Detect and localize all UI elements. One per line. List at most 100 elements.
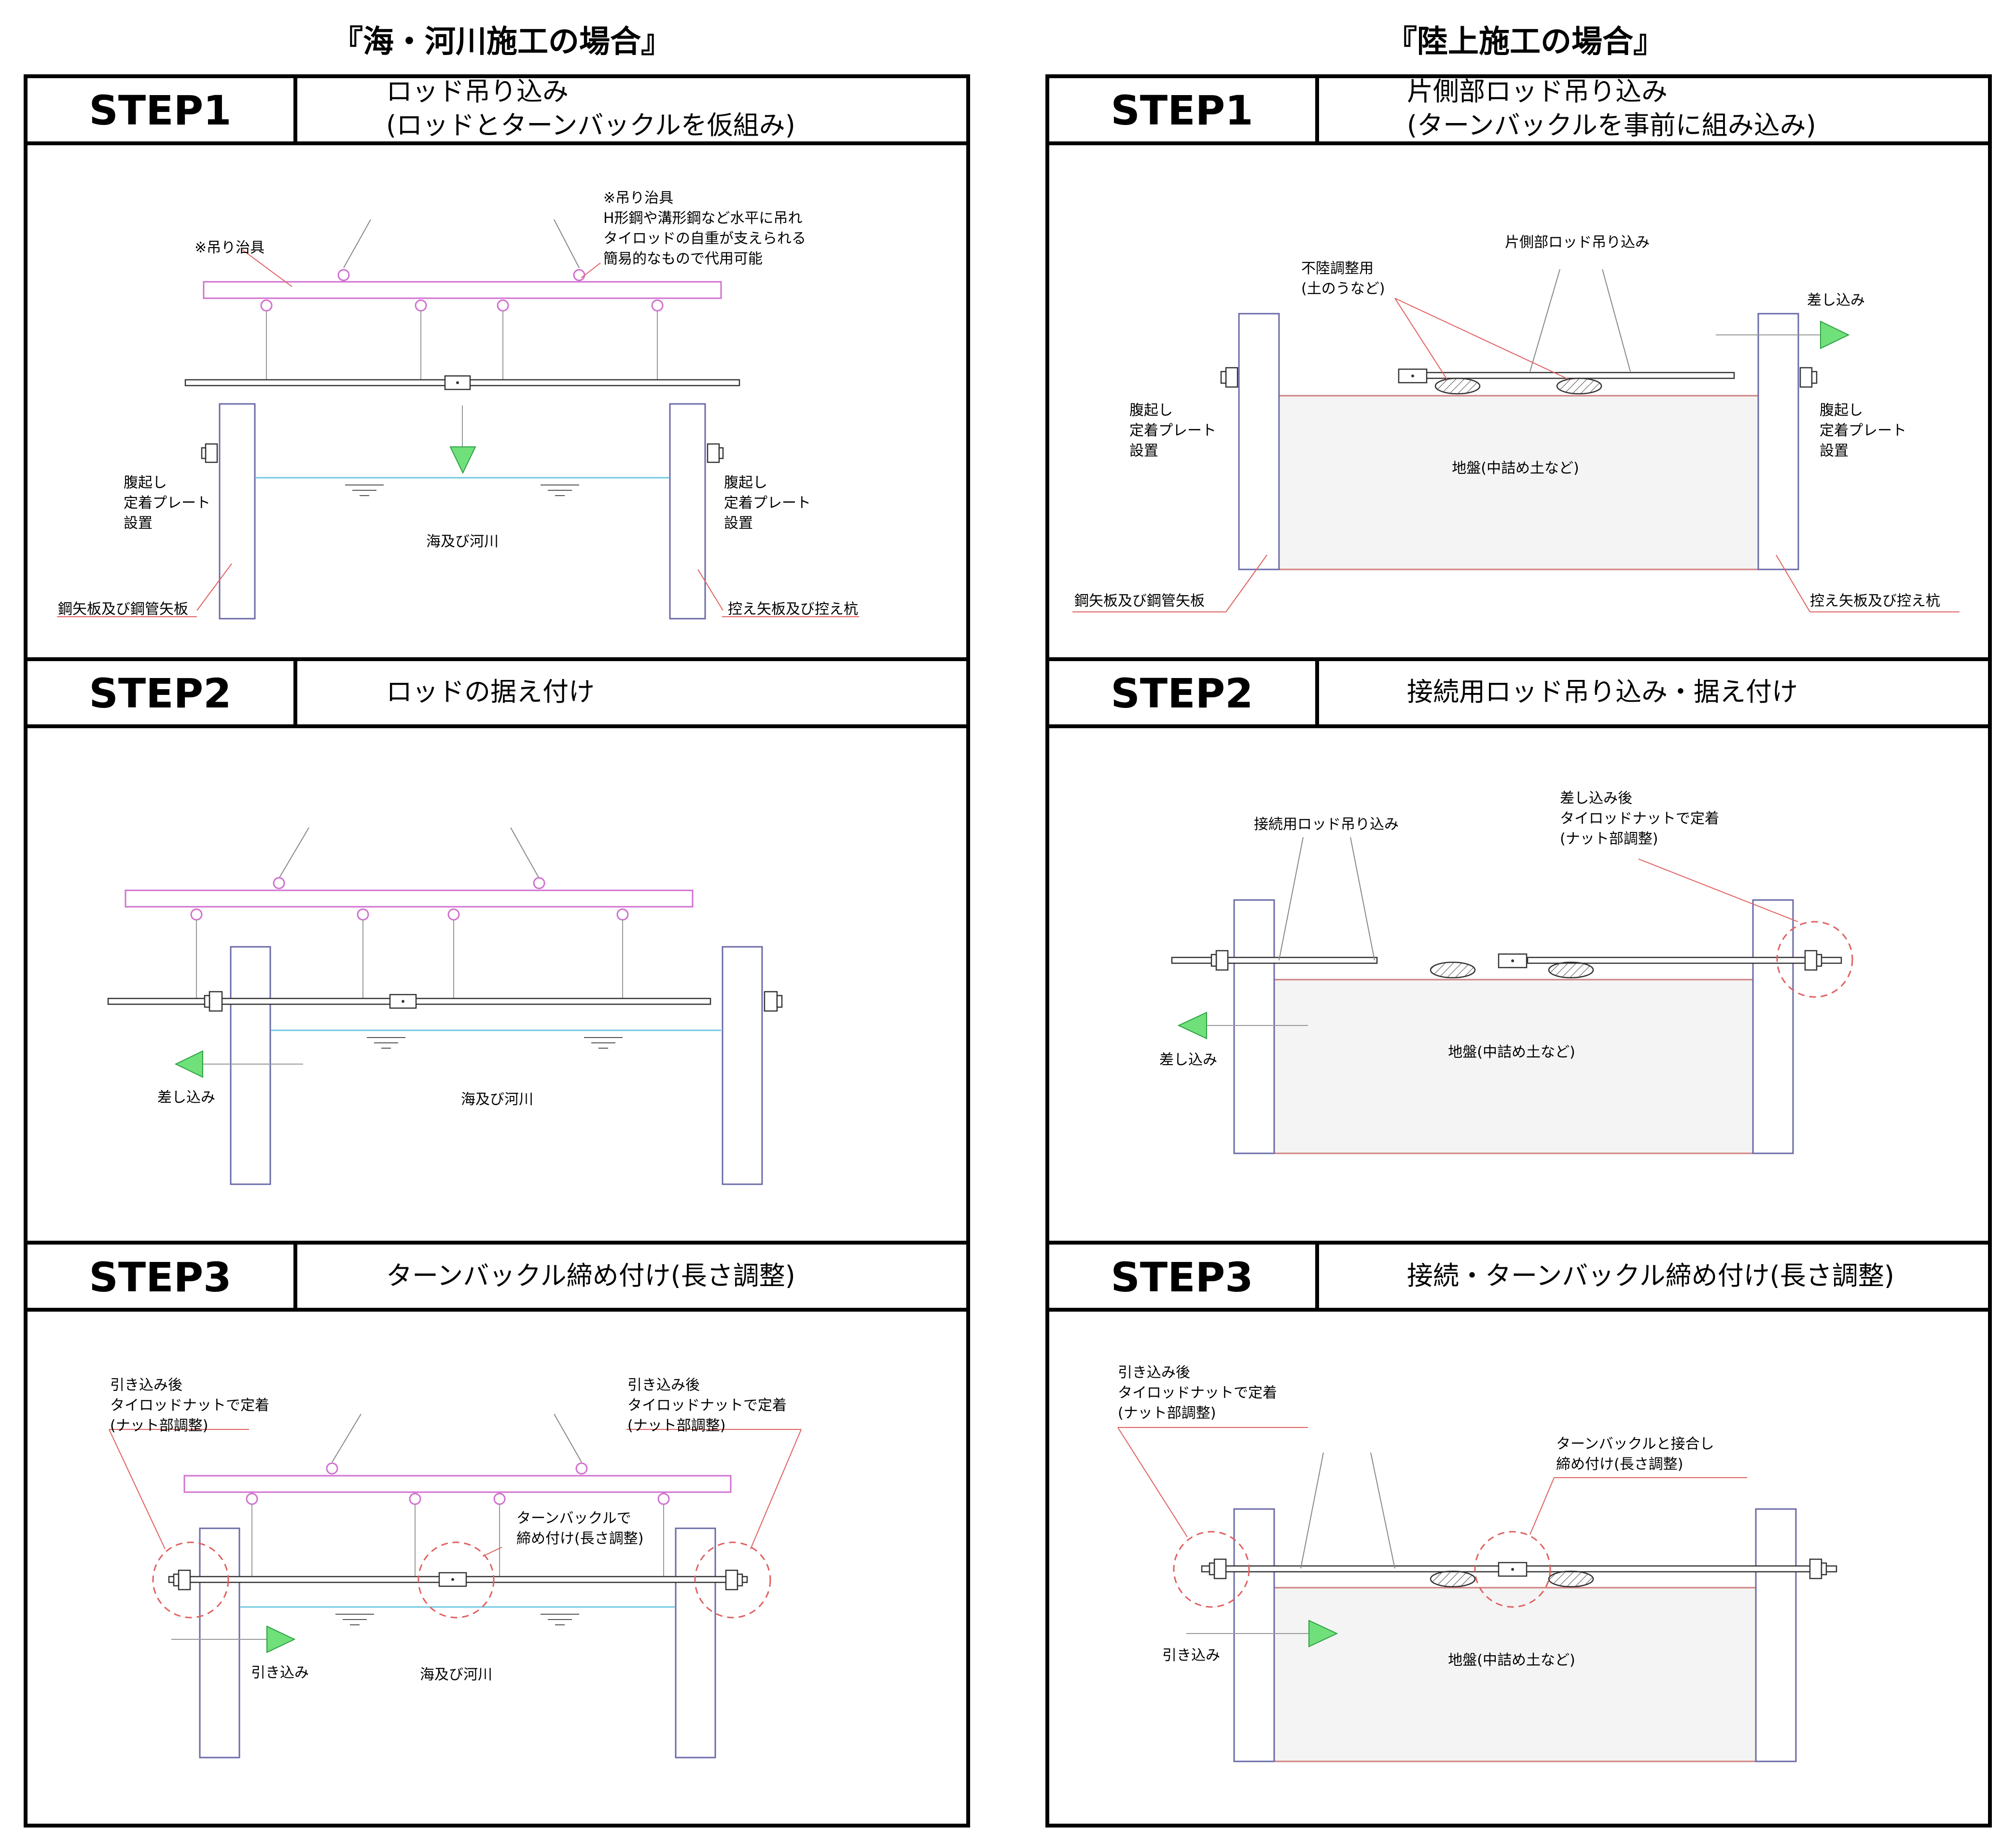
ground-fill [1273,1587,1757,1762]
land-step2-drawing: 接続用ロッド吊り込み 差し込み後 タイロッドナットで定着 (ナット部調整) 差し… [1159,790,1853,1154]
sandbag [1548,961,1594,979]
tb-note-1: ターンバックルと接合し [1556,1436,1714,1453]
water-label: 海及び河川 [420,1666,492,1683]
steel-sheet-pile [199,1527,240,1759]
tie-rod [1416,372,1735,379]
turnbuckle-detail-circle [417,1541,495,1619]
left-wall-label: 鋼矢板及び鋼管矢板 [58,601,188,618]
sandbag [1556,377,1602,395]
land-step1-label: STEP1 [1111,87,1253,134]
sea-step1-label: STEP1 [89,87,231,134]
ground-label: 地盤(中詰め土など) [1448,1652,1575,1669]
lifting-jig [203,281,722,299]
right-note-1: 引き込み後 [627,1377,700,1394]
jig-note-1: ※吊り治具 [603,190,673,207]
sea-step3-title: ターンバックル締め付け(長さ調整) [386,1260,795,1291]
sea-section-title: 『海・河川施工の場合』 [332,24,672,60]
jig-label: ※吊り治具 [195,239,264,256]
rod-label: 接続用ロッド吊り込み [1254,816,1399,833]
lifting-jig [183,1475,732,1493]
sea-step2-label: STEP2 [89,670,231,717]
sandbag [1430,1570,1476,1588]
right-note-2: タイロッドナットで定着 [627,1397,787,1414]
pull-label: 引き込み [251,1664,309,1681]
land-step2-title: 接続用ロッド吊り込み・据え付け [1407,677,1798,707]
sandbag [1430,961,1476,979]
left-arrow-icon [174,1050,203,1078]
sea-step2-title: ロッドの据え付け [386,677,595,707]
ground-fill [1273,979,1754,1154]
steel-sheet-pile [1233,1508,1275,1762]
land-step3-drawing: 引き込み後 タイロッドナットで定着 (ナット部調整) ターンバックルと接合し 締… [1117,1364,1837,1762]
left-note-3: (ナット部調整) [1118,1405,1216,1422]
left-plate-2: 定着プレート [124,495,210,512]
left-note-1: 引き込み後 [1118,1364,1190,1381]
right-wall-label: 控え矢板及び控え杭 [1810,593,1940,609]
land-step1-title-line1: 片側部ロッド吊り込み [1407,76,1668,107]
sea-section: STEP1 ロッド吊り込み (ロッドとターンバックルを仮組み) STEP2 ロッ… [24,74,970,1828]
jig-note-2: H形鋼や溝形鋼など水平に吊れ [603,210,803,227]
right-plate-2: 定着プレート [1820,422,1906,439]
support-note-2: (土のうなど) [1301,280,1385,297]
land-step1-drawing: 片側部ロッド吊り込み 不陸調整用 (土のうなど) 差し込み 腹起し 定着プレート… [1072,234,1960,612]
sea-step1-title-line2: (ロッドとターンバックルを仮組み) [386,110,795,140]
land-section-title: 『陸上施工の場合』 [1386,24,1664,60]
water-label: 海及び河川 [461,1091,533,1108]
sandbag [1548,1570,1594,1588]
insert-label: 差し込み [1807,292,1865,309]
right-arrow-icon [1820,320,1850,349]
right-note-1: 差し込み後 [1560,790,1632,807]
tb-note-2: 締め付け(長さ調整) [1556,1456,1683,1473]
anchor-sheet-pile [669,403,706,620]
nut-detail-circle [1173,1531,1250,1608]
tb-note-2: 締め付け(長さ調整) [516,1530,643,1547]
anchor-sheet-pile [1752,899,1794,1154]
steel-sheet-pile [230,946,271,1185]
tie-rod [1527,956,1842,964]
land-step3-title: 接続・ターンバックル締め付け(長さ調整) [1407,1260,1894,1291]
sea-step1-title-line1: ロッド吊り込み [386,76,569,107]
right-plate-2: 定着プレート [724,495,811,512]
land-step1-title-line2: (ターンバックルを事前に組み込み) [1407,110,1816,140]
nut-detail-circle [1776,921,1853,998]
anchor-sheet-pile [675,1527,716,1759]
anchor-sheet-pile [1755,1508,1797,1762]
right-plate-3: 設置 [724,515,753,532]
jig-note-4: 簡易的なもので代用可能 [603,250,763,267]
support-note-1: 不陸調整用 [1301,260,1374,277]
down-arrow-icon [449,446,476,474]
left-note-2: タイロッドナットで定着 [110,1397,269,1414]
right-wall-label: 控え矢板及び控え杭 [728,601,858,618]
ground-label: 地盤(中詰め土など) [1448,1044,1575,1061]
water-label: 海及び河川 [426,533,499,550]
steel-sheet-pile [219,403,256,620]
rod-label: 片側部ロッド吊り込み [1505,234,1650,251]
left-plate-3: 設置 [124,515,153,532]
tie-rod [1171,956,1378,964]
insert-label: 差し込み [1159,1052,1217,1068]
steel-sheet-pile [1233,899,1275,1154]
right-note-2: タイロッドナットで定着 [1560,810,1719,827]
pull-label: 引き込み [1162,1647,1220,1664]
turnbuckle-detail-circle [1474,1531,1551,1608]
land-step2-label: STEP2 [1111,670,1253,717]
land-step3-label: STEP3 [1111,1254,1253,1301]
land-section: STEP1 片側部ロッド吊り込み (ターンバックルを事前に組み込み) STEP2… [1045,74,1992,1828]
left-wall-label: 鋼矢板及び鋼管矢板 [1074,593,1205,609]
left-plate-2: 定着プレート [1129,422,1216,439]
right-note-3: (ナット部調整) [1560,831,1658,847]
right-plate-1: 腹起し [724,474,767,491]
nut-detail-circle [152,1541,229,1619]
jig-note-3: タイロッドの自重が支えられる [603,230,806,247]
left-note-1: 引き込み後 [110,1377,182,1394]
sea-step2-drawing: 差し込み 海及び河川 [107,827,783,1185]
anchor-sheet-pile [1757,313,1799,570]
left-note-3: (ナット部調整) [110,1417,208,1434]
lifting-jig [125,889,694,908]
nut-detail-circle [694,1541,771,1619]
ground-label: 地盤(中詰め土など) [1452,460,1579,477]
ground-fill [1278,395,1759,570]
insert-label: 差し込み [157,1089,215,1106]
sea-step1-drawing: ※吊り治具 ※吊り治具 H形鋼や溝形鋼など水平に吊れ タイロッドの自重が支えられ… [57,190,859,620]
